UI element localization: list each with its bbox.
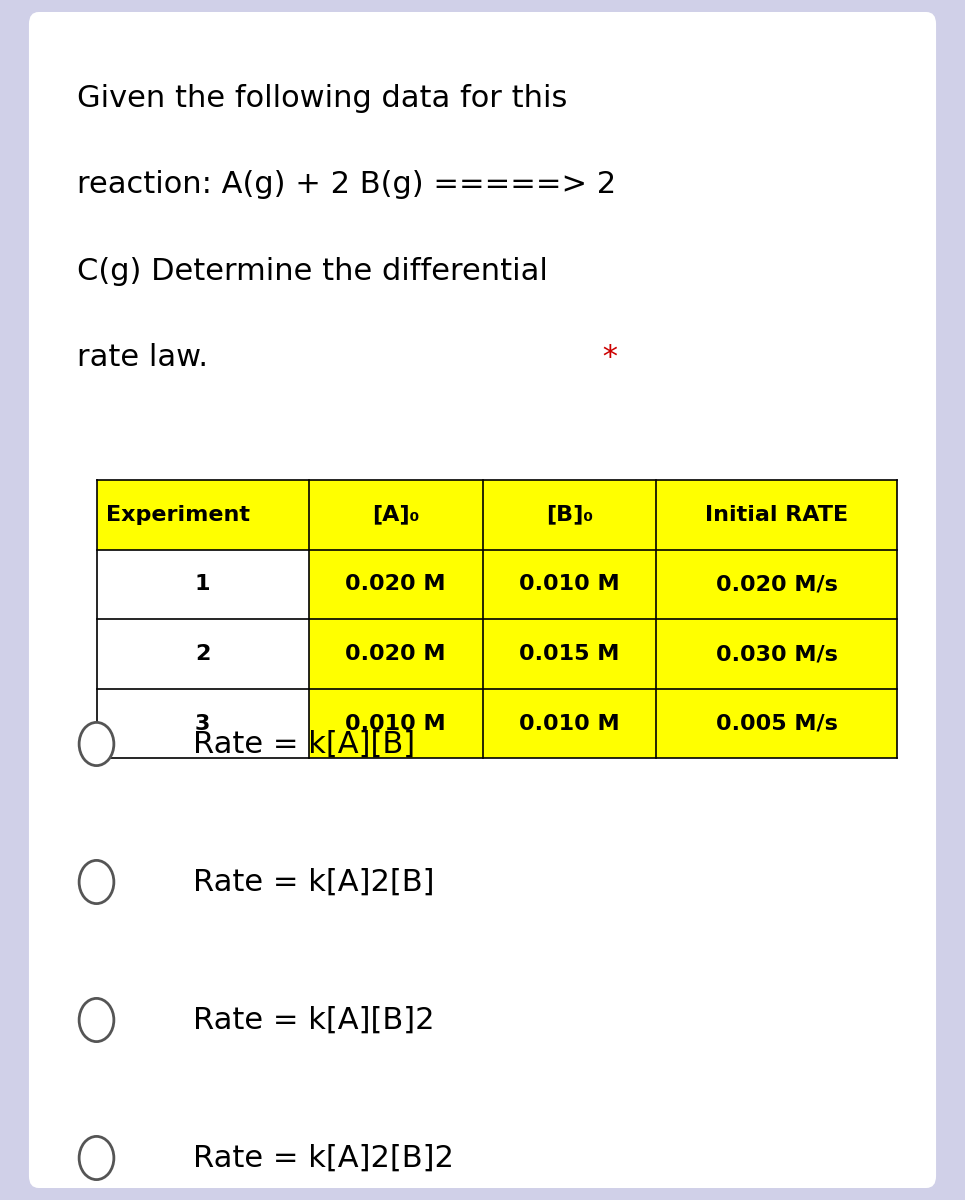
Text: [B]₀: [B]₀ [546,505,593,524]
Bar [96,619,309,689]
Circle shape [79,998,114,1042]
Bar [482,689,656,758]
Text: Rate = k[A][B]: Rate = k[A][B] [193,730,415,758]
Circle shape [79,860,114,904]
Text: 0.020 M/s: 0.020 M/s [716,575,838,594]
Bar [96,689,309,758]
Bar [482,619,656,689]
Text: 0.020 M: 0.020 M [345,575,446,594]
Text: 0.010 M: 0.010 M [519,575,620,594]
Text: rate law.: rate law. [77,343,208,372]
Text: 0.030 M/s: 0.030 M/s [716,644,838,664]
Text: Rate = k[A]2[B]: Rate = k[A]2[B] [193,868,434,896]
Bar [309,619,482,689]
Text: reaction: A(g) + 2 B(g) =====> 2: reaction: A(g) + 2 B(g) =====> 2 [77,170,617,199]
Text: 0.015 M: 0.015 M [519,644,620,664]
Text: Experiment: Experiment [106,505,250,524]
Bar [96,550,309,619]
Text: 3: 3 [195,714,210,733]
Bar [482,550,656,619]
Text: Rate = k[A]2[B]2: Rate = k[A]2[B]2 [193,1144,454,1172]
Bar [656,619,897,689]
Bar [309,689,482,758]
Text: 0.020 M: 0.020 M [345,644,446,664]
Text: Initial RATE: Initial RATE [705,505,848,524]
Text: Given the following data for this: Given the following data for this [77,84,567,113]
Bar [309,550,482,619]
Text: 0.010 M: 0.010 M [519,714,620,733]
Bar [96,480,897,550]
Circle shape [79,1136,114,1180]
Text: 2: 2 [195,644,210,664]
Text: 1: 1 [195,575,210,594]
Text: *: * [593,343,619,372]
Text: Rate = k[A][B]2: Rate = k[A][B]2 [193,1006,434,1034]
Text: C(g) Determine the differential: C(g) Determine the differential [77,257,548,286]
Text: 0.010 M: 0.010 M [345,714,446,733]
Bar [656,689,897,758]
Circle shape [79,722,114,766]
Text: 0.005 M/s: 0.005 M/s [716,714,838,733]
Bar [656,550,897,619]
Text: [A]₀: [A]₀ [372,505,420,524]
